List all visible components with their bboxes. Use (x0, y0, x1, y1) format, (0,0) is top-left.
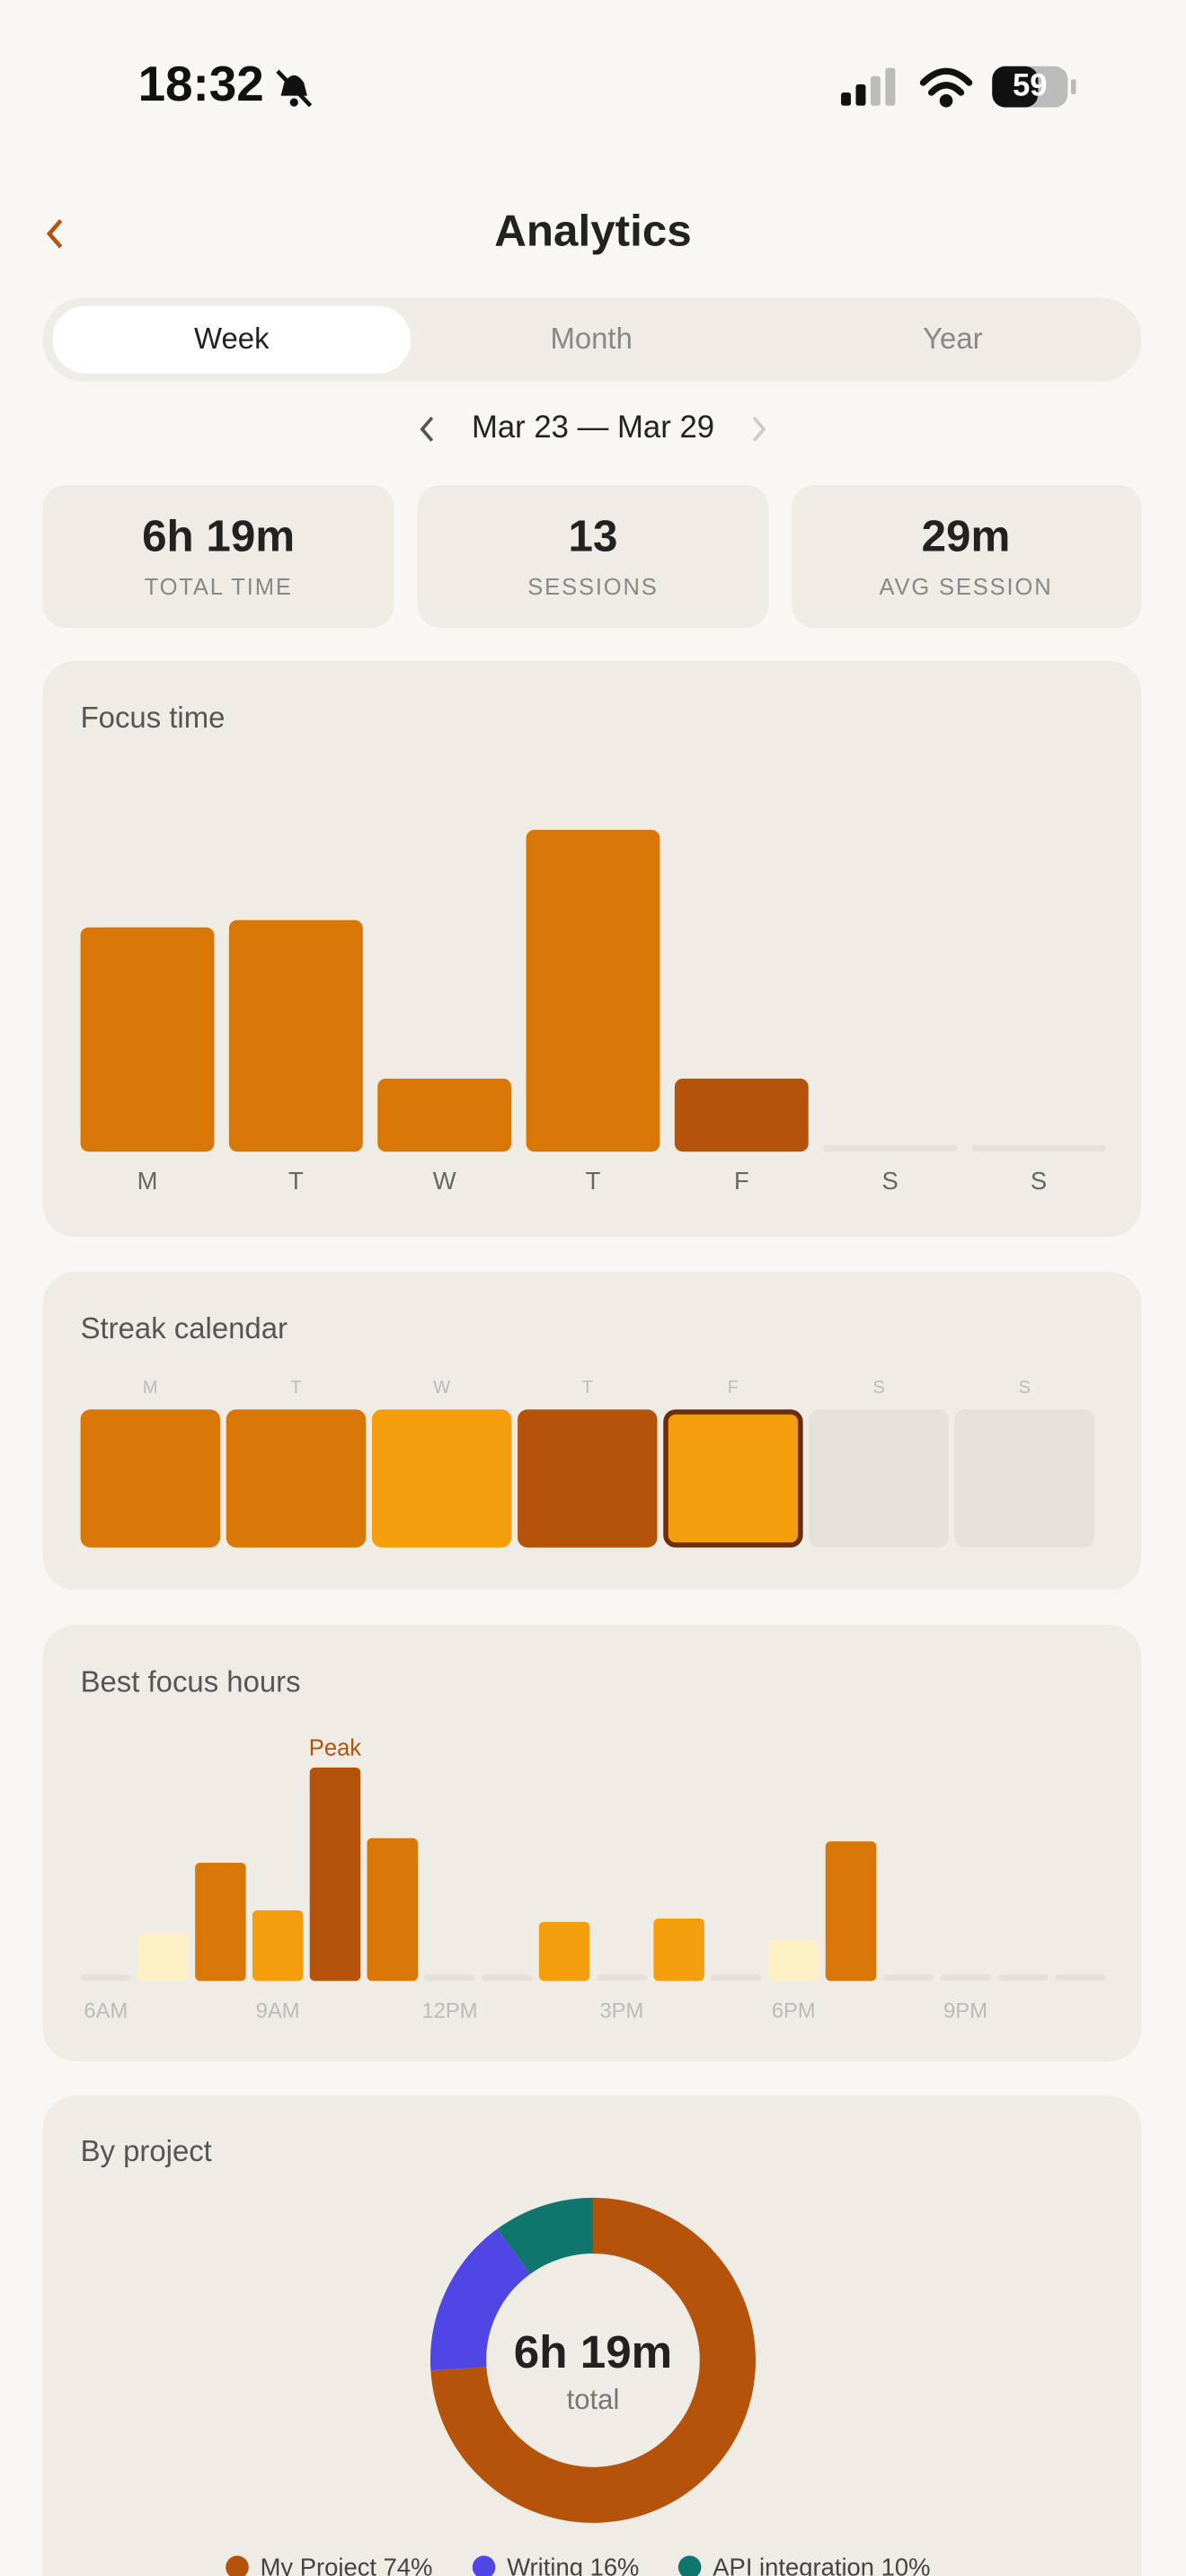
legend-label: Writing 16% (507, 2553, 639, 2576)
bar (377, 1078, 512, 1152)
empty-track (596, 1974, 648, 1981)
battery-icon: 59 (992, 66, 1076, 108)
card-title: Best focus hours (81, 1664, 301, 1698)
status-time: 18:32 (138, 56, 264, 111)
stat-card (792, 484, 1142, 629)
legend-label: My Project 74% (261, 2553, 433, 2576)
x-tick-label: T (586, 1167, 601, 1195)
empty-track (424, 1974, 475, 1981)
streak-day (80, 1409, 220, 1548)
battery-level: 59 (1013, 69, 1048, 103)
x-tick-label: S (882, 1167, 898, 1195)
x-tick-label: S (1031, 1167, 1047, 1195)
bar (195, 1862, 246, 1981)
stat-card (42, 484, 394, 629)
streak-day (371, 1409, 512, 1548)
legend-swatch (677, 2555, 702, 2576)
card-title: By project (81, 2134, 212, 2167)
day-label: M (143, 1378, 158, 1398)
legend-swatch (472, 2555, 496, 2576)
bar (228, 920, 363, 1152)
legend-label: API integration 10% (712, 2553, 930, 2576)
project-card (42, 2095, 1142, 2576)
stat-value: 6h 19m (142, 511, 295, 560)
bar (80, 927, 215, 1152)
donut-segment (497, 2197, 594, 2275)
x-tick-label: 9PM (943, 1999, 987, 2024)
stat-card (417, 484, 769, 629)
bar (653, 1919, 704, 1981)
donut-segment (430, 2228, 531, 2371)
empty-track (882, 1974, 934, 1981)
stat-value: 29m (922, 511, 1011, 560)
mute-icon (276, 69, 313, 108)
next-week[interactable] (752, 416, 766, 442)
empty-track (1054, 1974, 1106, 1981)
stat-cards: 6h 19m TOTAL TIME 13 SESSIONS 29m AVG SE… (42, 484, 1142, 629)
empty-track (80, 1974, 132, 1981)
stat-label: AVG SESSION (879, 575, 1052, 600)
x-tick-label: M (137, 1167, 158, 1195)
empty-track (711, 1974, 762, 1981)
bar (768, 1939, 819, 1981)
bar (825, 1841, 877, 1981)
day-label: W (433, 1378, 450, 1398)
card-title: Streak calendar (81, 1311, 288, 1345)
date-range: Mar 23 — Mar 29 (472, 410, 714, 445)
streak-day (518, 1409, 658, 1548)
tab[interactable]: Month (550, 322, 632, 355)
empty-track (997, 1974, 1049, 1981)
empty-track (823, 1144, 958, 1152)
x-tick-label: 3PM (599, 1999, 643, 2024)
day-label: S (872, 1378, 884, 1398)
stat-value: 13 (569, 511, 618, 560)
x-tick-label: 9AM (256, 1999, 300, 2024)
bar (526, 829, 660, 1152)
day-label: T (582, 1378, 593, 1398)
wifi-icon (919, 67, 973, 108)
empty-track (940, 1974, 991, 1981)
tab[interactable]: Week (194, 322, 270, 355)
annotation: Peak (309, 1736, 362, 1761)
x-tick-label: 6PM (772, 1999, 816, 2024)
x-tick-label: 12PM (422, 1999, 478, 2024)
bar (367, 1838, 418, 1981)
bar (538, 1921, 590, 1981)
page-title: Analytics (494, 206, 691, 255)
streak-day (809, 1409, 949, 1548)
stat-label: TOTAL TIME (145, 575, 293, 600)
legend-swatch (226, 2555, 249, 2576)
x-tick-label: T (288, 1167, 304, 1195)
tab[interactable]: Year (923, 322, 983, 355)
x-tick-label: F (734, 1167, 749, 1195)
streak-day (954, 1409, 1094, 1548)
bar (252, 1910, 304, 1981)
bar (674, 1078, 809, 1152)
prev-week[interactable] (420, 416, 434, 442)
donut-center-value: 6h 19m (514, 2326, 672, 2378)
selected-tab (52, 305, 412, 374)
back-button[interactable] (46, 219, 63, 249)
x-tick-label: W (433, 1167, 456, 1195)
streak-day (226, 1409, 367, 1548)
day-label: T (290, 1378, 301, 1398)
day-label: S (1019, 1378, 1031, 1398)
streak-day (663, 1409, 803, 1548)
bar (137, 1933, 189, 1981)
bar (309, 1767, 361, 1981)
stat-label: SESSIONS (527, 575, 658, 600)
card-title: Focus time (81, 701, 226, 734)
donut-center-label: total (567, 2384, 620, 2415)
x-tick-label: 6AM (84, 1999, 128, 2024)
empty-track (971, 1144, 1106, 1152)
day-label: F (728, 1378, 739, 1398)
signal-icon (841, 67, 896, 106)
empty-track (482, 1974, 533, 1981)
donut-segment (430, 2197, 756, 2523)
